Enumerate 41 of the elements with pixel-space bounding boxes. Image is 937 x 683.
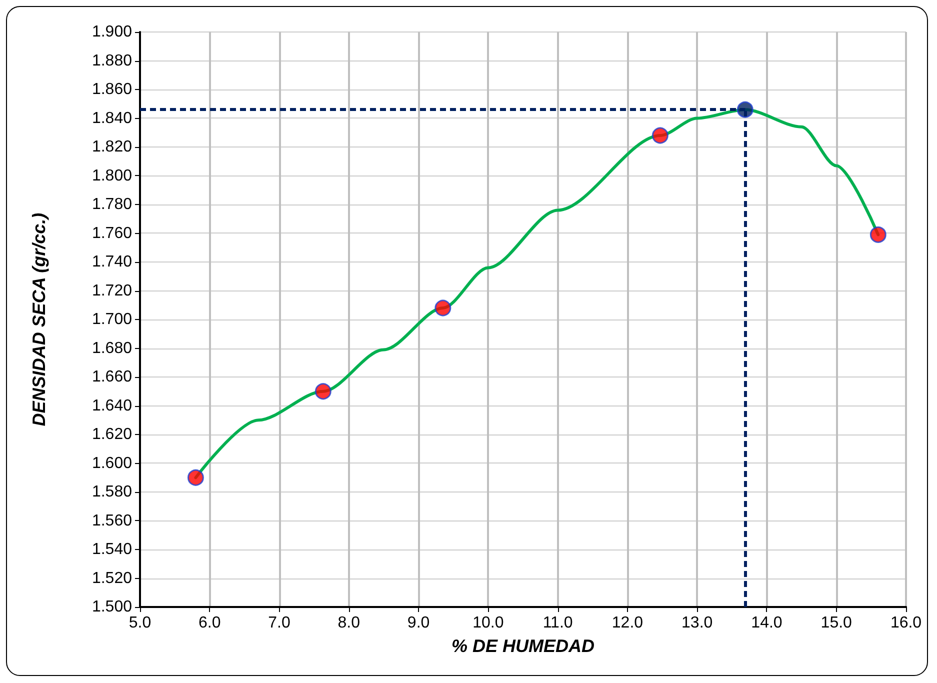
y-tick-label: 1.700 — [92, 311, 132, 328]
point — [187, 469, 204, 486]
point — [314, 383, 332, 400]
x-tick-label: 14.0 — [751, 614, 782, 632]
x-tick-label: 10.0 — [472, 614, 504, 632]
point — [434, 300, 452, 316]
x-tick-label: 16.0 — [890, 614, 922, 632]
x-tick-label: 7.0 — [268, 614, 290, 632]
y-tick-label: 1.760 — [92, 224, 132, 242]
x-tick-label: 9.0 — [407, 614, 430, 632]
y-tick-label: 1.560 — [92, 512, 132, 530]
y-tick-label: 1.600 — [92, 454, 132, 472]
y-tick-label: 1.540 — [92, 541, 132, 558]
x-tick-label: 11.0 — [542, 614, 573, 632]
y-tick-label: 1.860 — [92, 81, 132, 98]
y-tick-label: 1.500 — [92, 598, 132, 616]
x-tick-label: 15.0 — [820, 614, 852, 632]
point — [736, 101, 754, 118]
y-tick-label: 1.780 — [92, 196, 132, 213]
y-tick-label: 1.640 — [92, 397, 132, 414]
x-axis-title: % DE HUMEDAD — [451, 636, 595, 656]
point — [652, 127, 668, 144]
y-tick-label: 1.880 — [92, 52, 132, 70]
x-tick-label: 8.0 — [338, 614, 360, 632]
y-tick-label: 1.840 — [92, 110, 132, 127]
y-tick-label: 1.720 — [92, 282, 132, 300]
y-tick-label: 1.580 — [92, 484, 132, 500]
point — [870, 226, 886, 243]
y-tick-label: 1.740 — [92, 254, 132, 270]
x-tick-label: 13.0 — [682, 614, 713, 632]
x-tick-label: 6.0 — [198, 614, 221, 632]
y-tick-label: 1.660 — [92, 368, 132, 386]
x-tick-label: 5.0 — [128, 614, 152, 632]
y-tick-label: 1.680 — [92, 340, 132, 357]
x-tick-label: 12.0 — [612, 614, 644, 632]
y-axis-title: DENSIDAD SECA (gr/cc.) — [29, 212, 49, 426]
y-tick-label: 1.820 — [92, 138, 132, 156]
y-tick-label: 1.520 — [92, 570, 132, 587]
y-tick-label: 1.800 — [92, 167, 132, 184]
y-tick-label: 1.620 — [92, 426, 132, 443]
y-tick-label: 1.900 — [92, 24, 132, 40]
